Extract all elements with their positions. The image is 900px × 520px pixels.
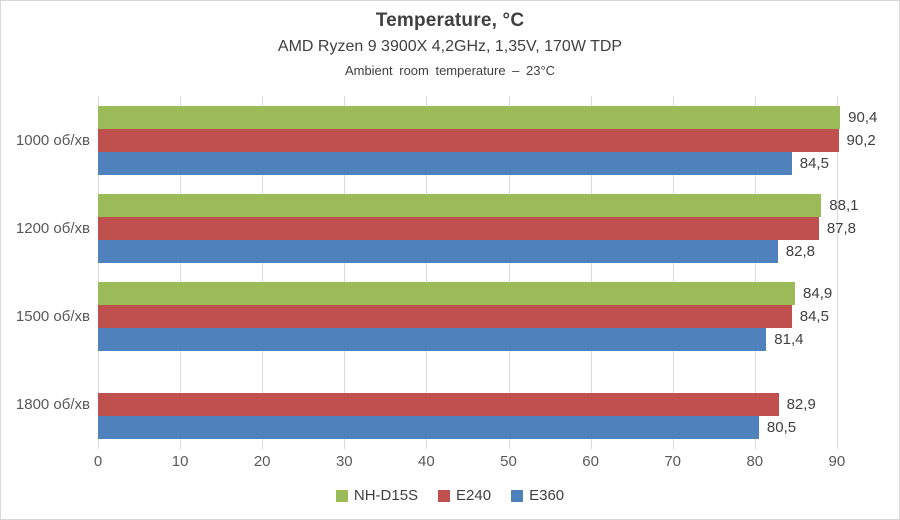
x-tick-label: 10 (171, 453, 189, 470)
legend-label: NH-D15S (353, 487, 419, 504)
value-label: 81,4 (774, 331, 804, 349)
legend-item-e240: E240 (438, 487, 491, 504)
bar-e240 (98, 305, 792, 329)
x-tick-label: 80 (746, 453, 764, 470)
chart-subtitle: AMD Ryzen 9 3900X 4,2GHz, 1,35V, 170W TD… (277, 38, 623, 55)
bar-e360 (98, 151, 792, 175)
x-tick-label: 60 (582, 453, 599, 470)
category-label: 1000 об/хв (15, 131, 90, 149)
value-label: 84,9 (803, 285, 833, 303)
gridline (836, 96, 838, 449)
gridline (590, 96, 592, 449)
gridline (180, 96, 182, 449)
value-label: 90,2 (846, 131, 876, 149)
gridline (508, 96, 510, 449)
legend-item-e360: E360 (511, 487, 564, 504)
x-tick-label: 20 (253, 453, 271, 470)
legend-swatch-icon (335, 489, 348, 502)
category-label: 1500 об/хв (15, 308, 90, 326)
x-tick-label: 70 (664, 453, 682, 470)
value-label: 80,5 (766, 419, 797, 437)
legend-swatch-icon (511, 489, 524, 502)
value-label: 88,1 (829, 196, 859, 214)
bar-nh-d15s (98, 105, 841, 129)
chart-title: Temperature, °C (375, 10, 525, 31)
gridline (262, 96, 264, 449)
bar-e240 (98, 216, 819, 240)
gridline (426, 96, 428, 449)
bar-e240 (98, 393, 779, 417)
value-label: 90,4 (848, 108, 878, 126)
legend-item-nh-d15s: NH-D15S (335, 487, 419, 504)
gridline (672, 96, 674, 449)
bar-e240 (98, 128, 839, 152)
legend: NH-D15S E240 E360 (1, 487, 899, 504)
bar-e360 (98, 416, 759, 440)
value-label: 84,5 (799, 308, 829, 326)
value-label: 84,5 (799, 154, 829, 172)
bar-nh-d15s (98, 282, 796, 306)
gridline (344, 96, 346, 449)
legend-swatch-icon (438, 489, 451, 502)
gridline (98, 96, 99, 449)
x-tick-label: 50 (500, 453, 517, 470)
x-tick-label: 0 (93, 453, 103, 470)
legend-label: E360 (529, 487, 565, 504)
value-label: 87,8 (826, 219, 857, 237)
category-label: 1800 об/хв (15, 396, 90, 414)
x-tick-label: 30 (335, 453, 353, 470)
bar-e360 (98, 328, 767, 352)
value-label: 82,8 (785, 242, 815, 260)
legend-label: E240 (456, 487, 492, 504)
category-label: 1200 об/хв (15, 219, 90, 237)
value-label: 82,9 (786, 396, 816, 414)
chart-subtitle-ambient: Ambient room temperature – 23°C (344, 63, 556, 78)
gridline (754, 96, 756, 449)
bar-nh-d15s (98, 193, 822, 217)
bar-e360 (98, 239, 778, 263)
x-tick-label: 40 (418, 453, 435, 470)
x-tick-label: 90 (828, 453, 846, 470)
plot-area: 90,4 88,1 84,9 90,2 87,8 84,5 82,9 84,5 82,8 81,4… (98, 96, 883, 449)
